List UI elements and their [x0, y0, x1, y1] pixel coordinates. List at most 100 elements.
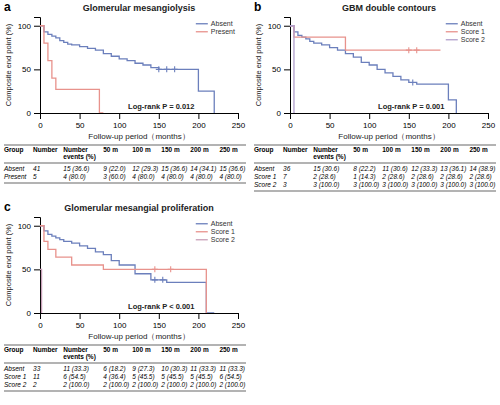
table-header: 250 m	[469, 146, 488, 153]
plot-area: 050100150200250050100AbsentScore 1Score …	[18, 218, 246, 330]
x-tick: 100	[113, 113, 127, 130]
x-tick-label: 200	[442, 121, 456, 130]
panel: 050100150200250050100AbsentPresentLog-ra…	[3, 0, 246, 183]
table-cell: 12 (33.3)	[411, 165, 437, 173]
y-tick-label: 50	[22, 265, 31, 274]
table-cell: 6 (18.2)	[103, 365, 125, 373]
table-cell: 5 (45.5)	[190, 373, 212, 381]
title: Glomerular mesangial proliferation	[64, 203, 214, 213]
panel-label: b	[254, 0, 261, 14]
legend-label: Absent	[211, 20, 233, 27]
table-cell: 11 (30.6)	[382, 165, 408, 173]
table-cell: 2 (28.6)	[439, 173, 462, 181]
censor-mark	[164, 66, 170, 72]
table-cell: 4 (80.0)	[190, 173, 212, 181]
censor-mark	[168, 266, 174, 272]
title: GBM double contours	[342, 3, 436, 13]
y-tick-mark	[34, 113, 40, 114]
panel-label: c	[4, 200, 11, 214]
x-tick: 150	[403, 113, 417, 130]
legend-entry: Score 2	[446, 36, 485, 43]
legend-swatch	[446, 31, 458, 32]
plot-area: 050100150200250050100AbsentScore 1Score …	[268, 18, 496, 130]
y-axis: 050100	[18, 18, 41, 119]
table-header: Group	[4, 146, 24, 154]
table-rule	[4, 163, 246, 164]
x-tick: 150	[153, 113, 167, 130]
table-cell: 2	[32, 381, 37, 388]
panel: 050100150200250050100AbsentScore 1Score …	[253, 0, 496, 191]
table-cell: 3 (100.0)	[382, 181, 408, 189]
survival-curve	[290, 26, 456, 113]
legend-entry: Present	[196, 28, 235, 35]
survival-curve	[290, 26, 440, 50]
legend-label: Absent	[461, 20, 483, 27]
table-cell: 12 (29.3)	[132, 165, 158, 173]
legend-swatch	[196, 31, 208, 32]
table-cell: 5 (45.5)	[161, 373, 183, 381]
x-tick-label: 50	[76, 321, 85, 330]
table-header: 50 m	[103, 346, 118, 353]
y-axis-title: Composite end point (%)	[4, 23, 13, 106]
table-rule	[254, 191, 496, 192]
legend-label: Score 2	[211, 236, 235, 243]
table-cell: 3	[283, 181, 287, 188]
panel-label: a	[4, 0, 11, 14]
x-tick: 200	[192, 313, 206, 330]
table-rule	[254, 163, 496, 164]
x-tick-label: 150	[403, 121, 417, 130]
y-tick-mark	[34, 269, 40, 270]
x-tick-mark	[369, 113, 370, 119]
x-tick-mark	[238, 313, 239, 319]
y-tick-label: 100	[18, 22, 32, 31]
curves	[40, 26, 214, 113]
table-header: 150 m	[161, 346, 180, 353]
table-header: Number	[33, 146, 58, 153]
legend-entry: Score 2	[196, 236, 235, 243]
table-cell: 2 (28.6)	[468, 173, 491, 181]
table-header: Number	[33, 346, 58, 353]
table-cell: 6 (54.5)	[63, 373, 85, 381]
legend-entry: Score 1	[196, 228, 235, 235]
legend-label: Score 1	[211, 228, 235, 235]
figure: 050100150200250050100AbsentPresentLog-ra…	[0, 0, 500, 405]
table-cell: 3 (100.0)	[411, 181, 437, 189]
y-axis-line	[284, 18, 291, 114]
x-tick-label: 200	[192, 321, 206, 330]
table-cell: 3 (100.0)	[469, 181, 495, 189]
curves	[40, 226, 214, 313]
table-rule	[4, 391, 246, 392]
x-tick: 250	[482, 113, 496, 130]
y-axis-line	[34, 218, 41, 314]
table-header: 250 m	[219, 146, 238, 153]
survival-curve	[40, 26, 214, 113]
x-tick: 50	[326, 113, 335, 130]
table-cell: 9 (22.0)	[103, 165, 125, 173]
table-cell: 2 (28.6)	[410, 173, 433, 181]
x-tick-label: 200	[192, 121, 206, 130]
y-tick: 0	[277, 109, 290, 118]
table-header: 250 m	[219, 346, 238, 353]
x-tick-label: 250	[232, 121, 246, 130]
table-cell: 10 (30.3)	[161, 365, 187, 373]
y-tick-mark	[284, 26, 290, 27]
legend-label: Present	[211, 28, 235, 35]
x-tick-label: 50	[76, 121, 85, 130]
table-header: 50 m	[353, 146, 368, 153]
censor-mark	[152, 266, 158, 272]
table-cell: 5 (45.5)	[132, 373, 154, 381]
censor-mark	[410, 79, 416, 85]
table-cell: 3 (100.0)	[313, 181, 339, 189]
legend-label: Absent	[211, 220, 233, 227]
legend-label: Score 2	[461, 36, 485, 43]
table-cell: 4 (80.0)	[63, 173, 85, 181]
table-cell: 3 (100.0)	[353, 181, 379, 189]
legend-swatch	[196, 223, 208, 224]
survival-curve	[40, 226, 206, 313]
table-cell: 2 (100.0)	[102, 381, 129, 389]
table-cell: 7	[283, 173, 287, 180]
table-cell: 15 (36.6)	[219, 165, 245, 173]
x-tick: 200	[442, 113, 456, 130]
y-tick: 50	[272, 65, 290, 74]
survival-curve	[40, 269, 42, 313]
